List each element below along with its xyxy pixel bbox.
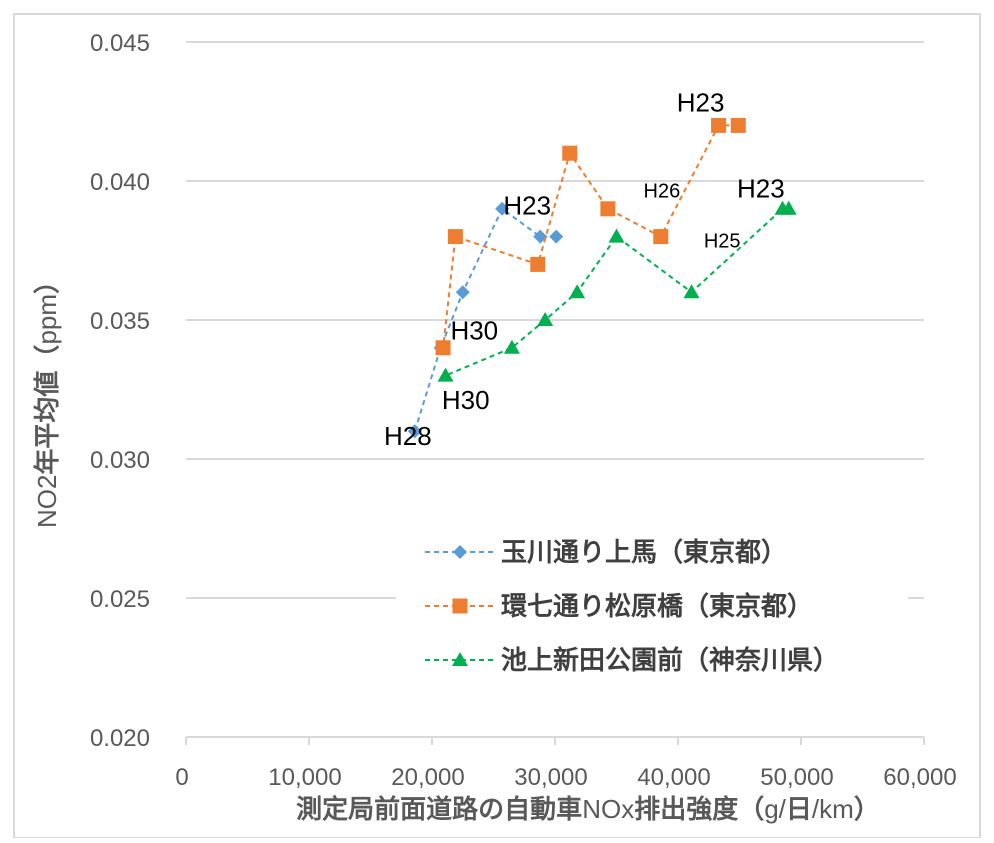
point-annotation: H25 [704, 231, 741, 253]
x-tick-label: 10,000 [268, 764, 341, 791]
y-tick-label: 0.020 [90, 725, 150, 752]
x-tick-label: 40,000 [637, 764, 710, 791]
series-2-point [600, 201, 616, 217]
series-1-point [533, 229, 548, 244]
series-2-point [653, 229, 669, 245]
legend-background [396, 520, 908, 696]
legend-label: 池上新田公園前（神奈川県） [501, 645, 839, 675]
series-3-point [569, 284, 586, 299]
legend-marker [452, 652, 468, 666]
series-1-point [495, 201, 510, 216]
legend-label: 環七通り松原橋（東京都） [501, 591, 813, 621]
y-tick-label: 0.045 [90, 30, 150, 57]
point-annotation: H23 [503, 190, 551, 220]
series-3-point [608, 228, 625, 243]
legend-marker [453, 545, 467, 559]
point-annotation: H23 [737, 174, 785, 204]
series-3-point [683, 284, 700, 299]
series-2-point [711, 117, 727, 133]
series-1-point [455, 285, 470, 300]
chart-border [13, 13, 981, 839]
series-2-point [730, 117, 746, 133]
series-3-point [437, 367, 454, 382]
point-annotation: H28 [384, 421, 432, 451]
series-2-point [562, 145, 578, 161]
point-annotation: H30 [442, 385, 490, 415]
annotations: H23 H28 H30 H30 H23 H26 H23 H25 [384, 88, 785, 452]
series-2-point [435, 340, 451, 356]
point-annotation: H23 [677, 88, 725, 118]
point-annotation: H30 [450, 315, 498, 345]
y-axis-ticks: 0.020 0.025 0.030 0.035 0.040 0.045 [90, 30, 150, 752]
series-3-line [445, 207, 789, 377]
y-axis-title: NO2年平均値（ppm） [32, 268, 62, 528]
series-2-point [447, 229, 463, 245]
series-3-point [503, 339, 520, 354]
x-tick-label: 20,000 [391, 764, 464, 791]
y-tick-label: 0.025 [90, 586, 150, 613]
legend: 玉川通り上馬（東京都） 環七通り松原橋（東京都） 池上新田公園前（神奈川県） [396, 520, 908, 696]
series-1-point [407, 424, 422, 439]
series-3-point [774, 200, 791, 215]
point-annotation: H26 [644, 181, 681, 203]
legend-item: 池上新田公園前（神奈川県） [425, 645, 839, 675]
x-tick-label: 30,000 [514, 764, 587, 791]
series-2 [435, 117, 746, 356]
x-tick-label: 50,000 [760, 764, 833, 791]
legend-marker [452, 598, 468, 614]
y-tick-label: 0.040 [90, 169, 150, 196]
series-3-point [537, 312, 554, 326]
series-1-point [549, 229, 564, 244]
x-tick-label: 0 [175, 764, 188, 791]
legend-item: 玉川通り上馬（東京都） [425, 537, 787, 567]
series-layer [407, 117, 797, 439]
legend-item: 環七通り松原橋（東京都） [425, 591, 813, 621]
legend-label: 玉川通り上馬（東京都） [501, 537, 787, 567]
series-3 [437, 200, 797, 382]
y-tick-label: 0.035 [90, 308, 150, 335]
series-2-line [442, 124, 739, 348]
x-axis-ticks: 0 10,000 20,000 30,000 40,000 50,000 60,000 [175, 736, 957, 791]
series-2-point [530, 256, 546, 272]
y-tick-label: 0.030 [90, 447, 150, 474]
x-axis-title: 測定局前面道路の自動車NOx排出強度（g/日/km） [296, 794, 880, 824]
x-tick-label: 60,000 [883, 764, 956, 791]
